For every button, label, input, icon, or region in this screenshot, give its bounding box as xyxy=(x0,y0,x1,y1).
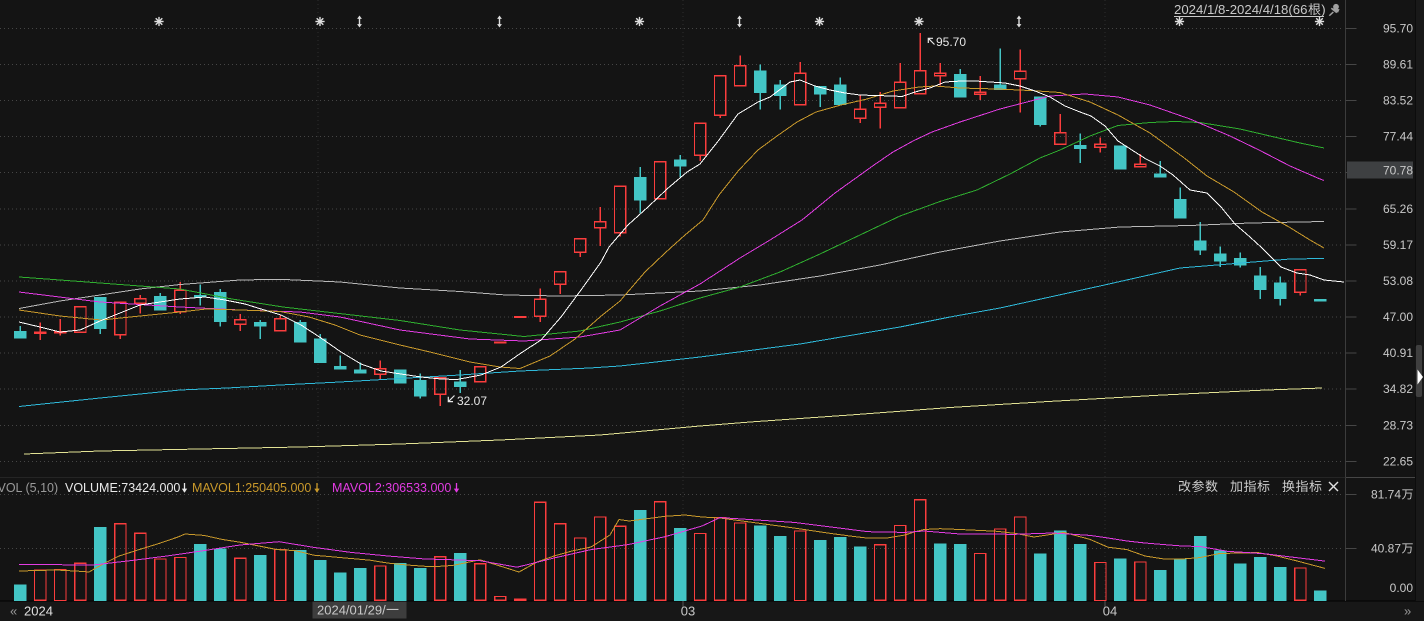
svg-text:70.78: 70.78 xyxy=(1383,164,1413,178)
svg-text:65.26: 65.26 xyxy=(1383,202,1413,216)
svg-text:95.70: 95.70 xyxy=(936,35,966,49)
svg-text:0.00: 0.00 xyxy=(1390,581,1414,595)
svg-text:59.17: 59.17 xyxy=(1383,238,1413,252)
svg-text:34.82: 34.82 xyxy=(1383,382,1413,396)
svg-text:04: 04 xyxy=(1103,604,1117,619)
svg-text:53.08: 53.08 xyxy=(1383,274,1413,288)
svg-text:81.74: 81.74 xyxy=(1371,488,1401,502)
svg-text:28.73: 28.73 xyxy=(1383,418,1413,432)
svg-text:VOLUME:73424.000: VOLUME:73424.000 xyxy=(65,481,180,495)
svg-text:): ) xyxy=(1321,2,1325,17)
svg-text:03: 03 xyxy=(681,604,695,619)
svg-text:VOL (5,10): VOL (5,10) xyxy=(0,481,58,495)
svg-text:»: » xyxy=(1404,604,1411,619)
svg-text:2024/01/29/: 2024/01/29/ xyxy=(317,603,386,618)
svg-text:2024/1/8-2024/4/18(66: 2024/1/8-2024/4/18(66 xyxy=(1174,2,1307,17)
svg-text:89.61: 89.61 xyxy=(1383,58,1413,72)
svg-text:«: « xyxy=(10,604,17,619)
svg-text:47.00: 47.00 xyxy=(1383,310,1413,324)
svg-text:40.87: 40.87 xyxy=(1371,542,1401,556)
svg-text:22.65: 22.65 xyxy=(1383,454,1413,468)
svg-text:77.44: 77.44 xyxy=(1383,130,1413,144)
svg-text:83.52: 83.52 xyxy=(1383,94,1413,108)
svg-text:40.91: 40.91 xyxy=(1383,346,1413,360)
svg-text:2024: 2024 xyxy=(24,604,53,619)
svg-text:95.70: 95.70 xyxy=(1383,21,1413,35)
svg-text:MAVOL2:306533.000: MAVOL2:306533.000 xyxy=(332,481,451,495)
svg-text:32.07: 32.07 xyxy=(457,394,487,408)
svg-text:MAVOL1:250405.000: MAVOL1:250405.000 xyxy=(192,481,311,495)
